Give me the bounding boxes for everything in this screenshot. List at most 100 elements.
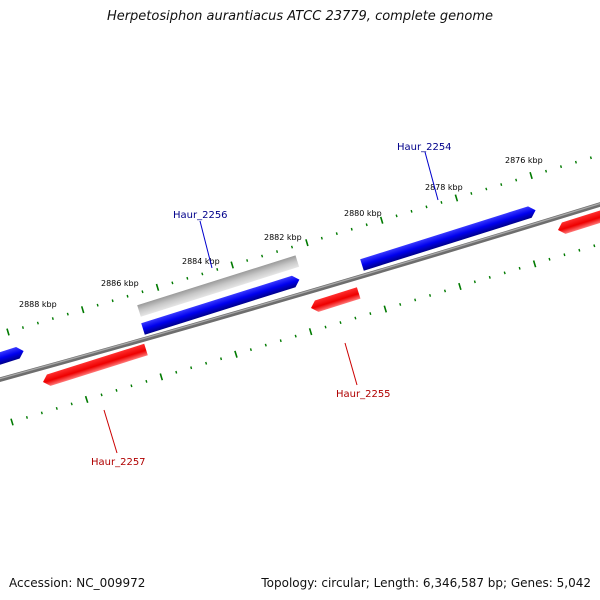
- scale-label-2880: 2880 kbp: [344, 209, 382, 218]
- upper-scale-minor-tick: [395, 214, 398, 218]
- lower-scale-major-tick: [532, 260, 537, 268]
- accession-text: Accession: NC_009972: [9, 576, 146, 590]
- upper-scale-minor-tick: [485, 187, 488, 191]
- lower-scale-minor-tick: [294, 334, 297, 338]
- reverse-scale-track: [10, 244, 596, 426]
- upper-scale-minor-tick: [276, 250, 279, 253]
- upper-scale-minor-tick: [350, 227, 353, 231]
- upper-scale-minor-tick: [470, 192, 473, 195]
- lower-scale-minor-tick: [443, 289, 447, 293]
- upper-scale-major-tick: [155, 283, 160, 291]
- gene-haur-2257[interactable]: [41, 343, 148, 388]
- lower-scale-minor-tick: [563, 253, 566, 257]
- upper-scale-minor-tick: [574, 160, 577, 164]
- upper-scale-minor-tick: [141, 290, 144, 294]
- lower-scale-major-tick: [234, 350, 238, 358]
- upper-scale-minor-tick: [216, 268, 219, 271]
- leader-haur-2254: [424, 151, 439, 201]
- scale-label-2884: 2884 kbp: [182, 257, 220, 266]
- upper-scale-minor-tick: [126, 294, 129, 298]
- genome-info-text: Topology: circular; Length: 6,346,587 bp…: [261, 576, 591, 590]
- lower-scale-minor-tick: [399, 302, 402, 306]
- gene-reverse-right-edge[interactable]: [556, 206, 600, 235]
- upper-scale-minor-tick: [111, 299, 114, 303]
- gene-haur-2256[interactable]: [141, 274, 301, 335]
- upper-scale-minor-tick: [559, 165, 563, 169]
- lower-scale-minor-tick: [175, 370, 178, 374]
- genome-backbone: [0, 202, 600, 382]
- upper-scale-minor-tick: [410, 209, 413, 213]
- upper-scale-minor-tick: [440, 201, 443, 204]
- upper-scale-minor-tick: [589, 156, 592, 160]
- lower-scale-minor-tick: [548, 257, 551, 261]
- upper-scale-minor-tick: [96, 303, 99, 307]
- gene-haur-2255[interactable]: [309, 287, 361, 313]
- lower-scale-minor-tick: [369, 312, 372, 315]
- lower-scale-minor-tick: [100, 393, 103, 397]
- upper-scale-minor-tick: [51, 317, 54, 320]
- lower-scale-minor-tick: [339, 321, 342, 325]
- gene-label-haur-2255: Haur_2255: [336, 389, 391, 400]
- leader-haur-2255: [344, 342, 358, 386]
- lower-scale-minor-tick: [220, 357, 223, 361]
- leader-haur-2257: [103, 409, 118, 454]
- upper-scale-minor-tick: [201, 272, 204, 276]
- lower-scale-major-tick: [84, 395, 89, 404]
- upper-scale-minor-tick: [186, 276, 189, 280]
- lower-scale-minor-tick: [488, 275, 491, 279]
- lower-scale-minor-tick: [354, 316, 357, 320]
- upper-scale-minor-tick: [21, 326, 24, 329]
- lower-scale-minor-tick: [414, 298, 417, 302]
- lower-scale-minor-tick: [25, 416, 28, 419]
- upper-scale-minor-tick: [365, 223, 368, 227]
- upper-scale-minor-tick: [36, 321, 39, 325]
- leader-haur-2256: [199, 220, 213, 269]
- lower-scale-minor-tick: [249, 348, 252, 352]
- upper-scale-minor-tick: [335, 232, 338, 236]
- gene-haur-2254[interactable]: [360, 205, 537, 271]
- lower-scale-minor-tick: [130, 384, 133, 388]
- upper-scale-minor-tick: [66, 312, 69, 316]
- lower-scale-major-tick: [458, 282, 462, 291]
- lower-scale-major-tick: [308, 328, 313, 336]
- scale-label-2876: 2876 kbp: [505, 156, 543, 165]
- gene-label-haur-2254: Haur_2254: [397, 142, 452, 153]
- lower-scale-minor-tick: [264, 343, 267, 347]
- lower-scale-minor-tick: [55, 406, 58, 410]
- upper-scale-minor-tick: [246, 259, 249, 262]
- lower-scale-minor-tick: [503, 271, 506, 275]
- upper-scale-major-tick: [454, 194, 459, 202]
- upper-scale-major-tick: [529, 171, 533, 180]
- upper-scale-minor-tick: [500, 183, 503, 186]
- lower-scale-minor-tick: [473, 280, 476, 284]
- lower-scale-minor-tick: [279, 339, 282, 343]
- upper-scale-major-tick: [305, 239, 309, 247]
- lower-scale-minor-tick: [145, 379, 148, 383]
- lower-scale-minor-tick: [578, 248, 581, 252]
- upper-scale-minor-tick: [545, 169, 548, 173]
- lower-scale-minor-tick: [593, 244, 596, 248]
- upper-scale-minor-tick: [171, 281, 174, 285]
- genome-backbone-highlight: [0, 202, 600, 380]
- upper-scale-minor-tick: [261, 254, 264, 258]
- genome-title: Herpetosiphon aurantiacus ATCC 23779, co…: [106, 9, 494, 24]
- gene-forward-left-edge[interactable]: [0, 345, 25, 366]
- upper-scale-major-tick: [6, 328, 10, 336]
- lower-scale-minor-tick: [429, 294, 432, 297]
- gene-grey-feature[interactable]: [137, 255, 300, 317]
- lower-scale-minor-tick: [40, 411, 43, 415]
- scale-label-2886: 2886 kbp: [101, 279, 139, 288]
- lower-scale-minor-tick: [205, 361, 208, 365]
- lower-scale-minor-tick: [324, 325, 327, 329]
- upper-scale-minor-tick: [290, 245, 294, 249]
- scale-label-2882: 2882 kbp: [264, 233, 302, 242]
- gene-label-haur-2257: Haur_2257: [91, 457, 146, 468]
- forward-scale-track: [6, 156, 592, 336]
- upper-scale-minor-tick: [425, 205, 428, 209]
- upper-scale-major-tick: [230, 261, 234, 269]
- upper-scale-major-tick: [80, 306, 85, 314]
- gene-label-haur-2256: Haur_2256: [173, 210, 228, 221]
- scale-label-2878: 2878 kbp: [425, 183, 463, 192]
